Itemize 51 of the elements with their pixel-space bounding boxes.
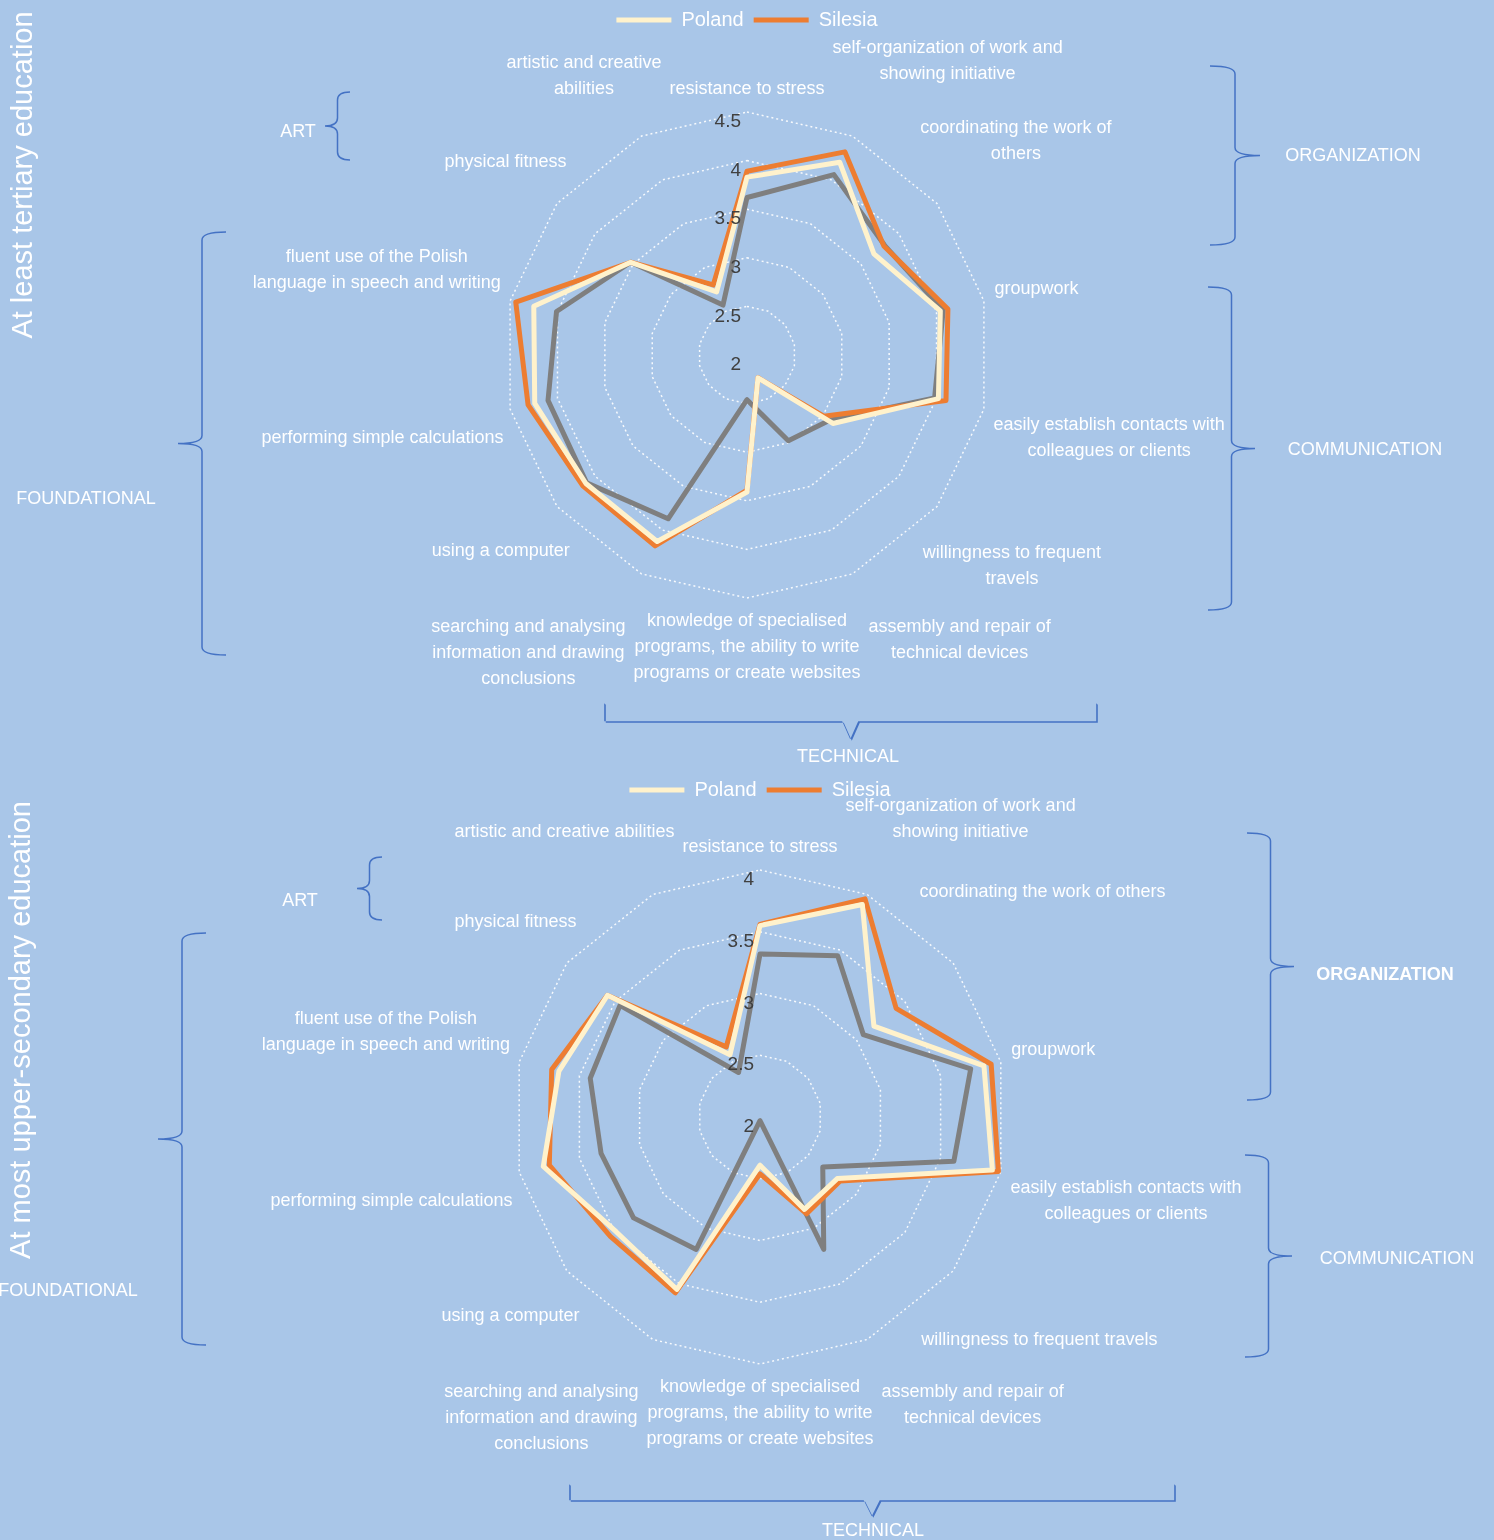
spoke-label: performing simple calculations bbox=[261, 427, 504, 448]
spoke-label: searching and analysing information and drawing conclusions bbox=[431, 615, 626, 688]
y-tick-label: 2.5 bbox=[714, 304, 741, 326]
spoke-label: willingness to frequent travels bbox=[921, 542, 1101, 589]
y-tick-label: 4 bbox=[730, 158, 742, 180]
text: ORGANIZATION bbox=[1316, 963, 1454, 985]
spoke-label: coordinating the work of others bbox=[919, 880, 1166, 901]
spoke-label: using a computer bbox=[431, 540, 570, 561]
text: ART bbox=[282, 889, 318, 911]
spoke-label: coordinating the work of others bbox=[920, 116, 1113, 163]
spoke-label: fluent use of the Polish language in speech and writing bbox=[261, 1007, 510, 1054]
spoke-label: artistic and creative abilities bbox=[454, 820, 675, 841]
text: COMMUNICATION bbox=[1319, 1247, 1475, 1269]
spoke-label: performing simple calculations bbox=[270, 1190, 513, 1211]
text: At most upper-secondary education bbox=[3, 801, 37, 1259]
spoke-label: self-organization of work and showing initiative bbox=[832, 36, 1063, 83]
text: At least tertiary education bbox=[5, 11, 39, 339]
spoke-label: knowledge of specialised programs, the ability to write programs or create websites bbox=[646, 1375, 874, 1448]
legend-label: Silesia bbox=[818, 7, 879, 30]
text: TECHNICAL bbox=[821, 1519, 925, 1540]
y-tick-label: 2 bbox=[743, 1115, 754, 1137]
spoke-label: easily establish contacts with colleagues or clients bbox=[993, 413, 1225, 460]
spoke-label: using a computer bbox=[441, 1304, 580, 1325]
spoke-label: searching and analysing information and drawing conclusions bbox=[444, 1381, 639, 1454]
spoke-label: self-organization of work and showing initiative bbox=[845, 795, 1076, 842]
text: ORGANIZATION bbox=[1285, 144, 1421, 166]
text: FOUNDATIONAL bbox=[16, 487, 156, 509]
spoke-label: knowledge of specialised programs, the ability to write programs or create websites bbox=[633, 609, 861, 682]
spoke-label: physical fitness bbox=[454, 910, 577, 931]
text: TECHNICAL bbox=[796, 745, 900, 767]
spoke-label: assembly and repair of technical devices bbox=[881, 1381, 1065, 1428]
spoke-label: physical fitness bbox=[444, 151, 567, 172]
y-tick-label: 4 bbox=[743, 868, 755, 890]
spoke-label: easily establish contacts with colleagues or clients bbox=[1010, 1176, 1242, 1223]
y-tick-label: 2 bbox=[730, 353, 741, 375]
text: FOUNDATIONAL bbox=[0, 1279, 138, 1301]
spoke-label: assembly and repair of technical devices bbox=[868, 615, 1052, 662]
spoke-label: resistance to stress bbox=[682, 835, 838, 856]
spoke-label: artistic and creative abilities bbox=[506, 51, 662, 98]
spoke-label: fluent use of the Polish language in speech and writing bbox=[252, 246, 501, 293]
spoke-label: groupwork bbox=[1011, 1039, 1097, 1060]
y-tick-label: 3.5 bbox=[727, 929, 754, 951]
legend-label: Poland bbox=[681, 7, 744, 30]
spoke-label: groupwork bbox=[994, 277, 1080, 298]
text: ART bbox=[280, 120, 316, 142]
y-tick-label: 3 bbox=[743, 991, 754, 1013]
legend-label: Poland bbox=[694, 777, 757, 800]
y-tick-label: 4.5 bbox=[714, 110, 741, 132]
text: COMMUNICATION bbox=[1287, 438, 1443, 460]
spoke-label: willingness to frequent travels bbox=[920, 1328, 1158, 1349]
spoke-label: resistance to stress bbox=[669, 77, 825, 98]
